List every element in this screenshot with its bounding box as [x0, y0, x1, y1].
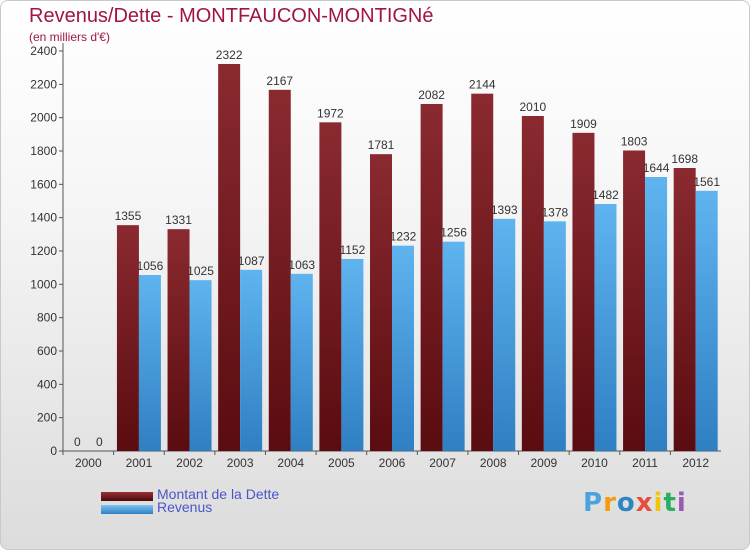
- y-tick-label: 800: [37, 311, 57, 325]
- data-label-dette: 2082: [418, 88, 445, 102]
- y-tick-label: 2400: [30, 44, 57, 58]
- data-label-dette: 1909: [570, 117, 597, 131]
- bar-dette: [521, 116, 544, 451]
- data-label-revenus: 1256: [440, 226, 467, 240]
- data-label-dette: 1331: [165, 213, 192, 227]
- data-label-revenus: 1482: [592, 188, 619, 202]
- legend-label-dette: Montant de la Dette: [157, 486, 280, 502]
- x-tick-label: 2011: [632, 456, 658, 470]
- proxiti-logo: Proxiti: [583, 488, 687, 518]
- y-tick-label: 1800: [30, 144, 57, 158]
- data-label-revenus: 1056: [137, 259, 164, 273]
- data-label-revenus: 1393: [491, 203, 518, 217]
- x-tick-label: 2010: [581, 456, 608, 470]
- data-label-revenus: 1644: [643, 161, 670, 175]
- bar-revenus: [290, 273, 313, 451]
- x-tick-label: 2008: [480, 456, 507, 470]
- x-tick-label: 2004: [277, 456, 304, 470]
- bar-revenus: [442, 241, 465, 451]
- x-tick-label: 2003: [227, 456, 254, 470]
- data-label-revenus: 1087: [238, 254, 265, 268]
- data-label-revenus: 1025: [187, 264, 214, 278]
- data-label-revenus: 1232: [390, 230, 417, 244]
- bar-dette: [420, 104, 443, 451]
- data-label-dette: 2322: [216, 48, 243, 62]
- y-tick-label: 1400: [30, 211, 57, 225]
- bar-dette: [572, 132, 595, 452]
- bar-dette: [623, 150, 646, 451]
- bar-revenus: [594, 204, 617, 451]
- bar-revenus: [240, 269, 263, 451]
- y-tick-label: 1200: [30, 244, 57, 258]
- bar-dette: [218, 64, 241, 451]
- bar-dette: [319, 122, 342, 451]
- y-tick-label: 1000: [30, 277, 57, 291]
- data-label-revenus: 1561: [693, 175, 720, 189]
- data-label-dette: 0: [74, 435, 81, 449]
- logo-letter: P: [583, 488, 604, 518]
- bar-dette: [370, 154, 392, 451]
- x-tick-label: 2007: [429, 456, 456, 470]
- y-tick-label: 1600: [30, 177, 57, 191]
- legend-label-revenus: Revenus: [157, 499, 213, 515]
- x-tick-label: 2006: [379, 456, 406, 470]
- bar-revenus: [543, 221, 566, 451]
- logo-letter: t: [663, 488, 677, 518]
- y-tick-label: 200: [37, 411, 57, 425]
- bar-dette: [167, 229, 190, 451]
- x-tick-label: 2012: [682, 456, 709, 470]
- bar-revenus: [645, 177, 668, 451]
- bar-revenus: [341, 259, 364, 451]
- data-label-revenus: 1063: [288, 258, 315, 272]
- y-tick-label: 600: [37, 344, 57, 358]
- x-tick-label: 2001: [126, 456, 153, 470]
- data-label-dette: 1803: [621, 135, 648, 149]
- x-tick-label: 2005: [328, 456, 355, 470]
- logo-letter: o: [616, 488, 636, 518]
- bar-revenus: [392, 245, 414, 451]
- y-tick-label: 0: [50, 444, 57, 458]
- bar-revenus: [189, 280, 212, 451]
- data-label-revenus: 1152: [339, 243, 365, 257]
- bar-revenus: [493, 218, 516, 451]
- data-label-revenus: 1378: [541, 205, 568, 219]
- bar-dette: [116, 225, 139, 451]
- legend-swatch-dette: [101, 492, 153, 501]
- chart-subtitle: (en milliers d'€): [29, 30, 110, 44]
- logo-letter: i: [676, 488, 687, 518]
- x-tick-label: 2000: [75, 456, 102, 470]
- bar-dette: [268, 89, 291, 451]
- bar-revenus: [695, 190, 718, 452]
- bar-dette: [471, 93, 494, 452]
- bar-dette: [673, 168, 696, 451]
- data-label-revenus: 0: [96, 435, 103, 449]
- data-label-dette: 1698: [671, 152, 698, 166]
- x-tick-label: 2009: [530, 456, 557, 470]
- data-label-dette: 1781: [368, 138, 395, 152]
- data-label-dette: 2010: [519, 100, 546, 114]
- y-tick-label: 400: [37, 377, 57, 391]
- y-tick-label: 2200: [30, 77, 57, 91]
- legend-swatch-revenus: [101, 505, 153, 514]
- logo-letter: r: [603, 488, 617, 518]
- data-label-dette: 2144: [469, 78, 496, 92]
- data-label-dette: 1355: [115, 209, 142, 223]
- y-tick-label: 2000: [30, 111, 57, 125]
- bar-revenus: [138, 275, 161, 451]
- logo-letter: x: [635, 488, 654, 518]
- data-label-dette: 1972: [317, 106, 344, 120]
- x-tick-label: 2002: [176, 456, 203, 470]
- logo-letter: i: [653, 488, 664, 518]
- data-label-dette: 2167: [266, 74, 293, 88]
- chart-title: Revenus/Dette - MONTFAUCON-MONTIGNé: [29, 5, 434, 27]
